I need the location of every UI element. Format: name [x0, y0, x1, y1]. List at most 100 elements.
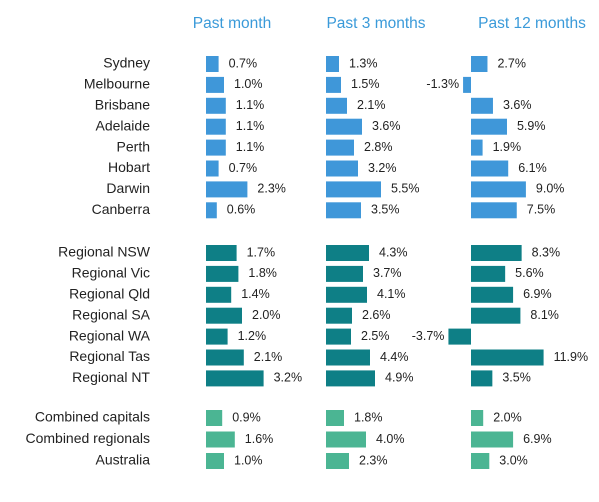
bar-past-3-months — [326, 265, 363, 282]
bar-past-month — [206, 160, 219, 177]
row-regional-qld: Regional Qld 1.4% 4.1% 6.9% — [69, 286, 552, 303]
row-darwin: Darwin 2.3% 5.5% 9.0% — [106, 180, 565, 198]
value-label: 0.7% — [229, 161, 258, 175]
bar-past-month — [206, 431, 235, 448]
value-label: 2.0% — [493, 410, 522, 424]
value-label: 1.8% — [354, 410, 383, 424]
bar-past-3-months — [326, 202, 361, 219]
row-label: Regional Qld — [69, 286, 150, 302]
bar-past-month — [206, 265, 239, 282]
value-label: 1.8% — [248, 266, 277, 280]
row-label: Sydney — [103, 55, 150, 71]
value-label: 4.9% — [385, 371, 414, 385]
value-label: 3.5% — [502, 371, 530, 385]
row-label: Regional Vic — [72, 265, 150, 281]
value-label: 1.1% — [236, 140, 264, 154]
row-sydney: Sydney 0.7% 1.3% 2.7% — [103, 55, 526, 72]
value-label: 6.1% — [518, 161, 547, 175]
value-label: 4.1% — [377, 287, 406, 301]
value-label: 2.8% — [364, 140, 393, 154]
value-label: 2.7% — [497, 56, 525, 70]
value-label: 5.5% — [391, 182, 420, 196]
bar-past-12-months — [448, 328, 471, 345]
bar-past-3-months — [326, 307, 352, 324]
value-label: 3.0% — [499, 453, 528, 467]
row-label: Brisbane — [95, 97, 150, 113]
value-label: 1.2% — [238, 329, 267, 343]
value-label: -1.3% — [426, 77, 459, 91]
row-regional-nsw: Regional NSW 1.7% 4.3% 8.3% — [58, 244, 560, 261]
value-label: 2.0% — [252, 308, 281, 322]
value-label: 3.2% — [274, 371, 303, 385]
row-melbourne: Melbourne 1.0% 1.5% -1.3% — [84, 76, 471, 93]
bar-past-12-months — [471, 349, 544, 366]
value-label: 1.0% — [234, 77, 263, 91]
value-label: 6.9% — [523, 432, 552, 446]
row-label: Darwin — [106, 180, 150, 196]
bar-past-3-months — [326, 139, 354, 156]
bar-past-month — [206, 453, 224, 469]
bar-past-12-months — [471, 453, 490, 469]
bar-past-12-months — [471, 97, 493, 114]
row-brisbane: Brisbane 1.1% 2.1% 3.6% — [95, 97, 531, 114]
bar-past-12-months — [471, 181, 526, 198]
bar-past-3-months — [326, 453, 349, 469]
value-label: 1.1% — [236, 98, 264, 112]
row-label: Combined capitals — [35, 409, 150, 425]
bar-past-12-months — [471, 118, 507, 135]
value-label: 0.9% — [232, 410, 261, 424]
value-label: 2.1% — [254, 350, 282, 364]
bar-past-12-months — [471, 245, 522, 261]
bar-past-3-months — [326, 410, 344, 426]
panel-heading-past-month: Past month — [193, 15, 271, 32]
row-canberra: Canberra 0.6% 3.5% 7.5% — [92, 201, 555, 219]
row-regional-vic: Regional Vic 1.8% 3.7% 5.6% — [72, 265, 544, 282]
bar-past-month — [206, 56, 219, 72]
bar-past-3-months — [326, 431, 366, 448]
value-label: 4.3% — [379, 245, 408, 259]
row-australia: Australia 1.0% 2.3% 3.0% — [96, 452, 528, 469]
row-label: Melbourne — [84, 76, 150, 92]
row-combined-regionals: Combined regionals 1.6% 4.0% 6.9% — [25, 430, 552, 448]
bar-past-month — [206, 245, 237, 261]
value-label: 9.0% — [536, 182, 565, 196]
value-label: 8.1% — [530, 308, 559, 322]
row-label: Regional WA — [69, 327, 151, 343]
bar-past-3-months — [326, 328, 351, 345]
value-label: 11.9% — [554, 350, 589, 364]
value-label: 1.5% — [351, 77, 380, 91]
value-label: 1.3% — [349, 56, 378, 70]
bar-past-month — [206, 181, 248, 198]
bar-past-3-months — [326, 76, 341, 93]
value-label: 3.2% — [368, 161, 397, 175]
value-label: 0.7% — [229, 56, 258, 70]
bar-past-3-months — [326, 245, 369, 261]
row-regional-wa: Regional WA 1.2% 2.5% -3.7% — [69, 327, 471, 345]
row-label: Regional NSW — [58, 244, 151, 260]
value-label: 1.9% — [493, 140, 521, 154]
bar-past-month — [206, 97, 226, 114]
value-label: 2.3% — [359, 453, 388, 467]
row-regional-sa: Regional SA 2.0% 2.6% 8.1% — [72, 306, 559, 324]
bar-past-12-months — [471, 202, 517, 219]
row-regional-tas: Regional Tas 2.1% 4.4% 11.9% — [69, 348, 589, 366]
panel-heading-past-12-months: Past 12 months — [478, 15, 586, 32]
bar-past-month — [206, 76, 224, 93]
row-perth: Perth 1.1% 2.8% 1.9% — [117, 138, 521, 156]
bar-past-3-months — [326, 118, 362, 135]
bar-past-12-months — [471, 160, 509, 177]
value-label: 2.6% — [362, 308, 391, 322]
value-label: 3.6% — [372, 119, 401, 133]
value-label: 1.1% — [236, 119, 264, 133]
row-label: Perth — [117, 138, 150, 154]
bar-past-12-months — [471, 370, 493, 387]
value-label: 2.1% — [357, 98, 386, 112]
bar-past-12-months — [471, 307, 521, 324]
bar-past-12-months — [471, 410, 484, 426]
row-regional-nt: Regional NT 3.2% 4.9% 3.5% — [72, 369, 531, 387]
value-label: 3.6% — [503, 98, 531, 112]
bar-past-month — [206, 349, 244, 366]
row-label: Combined regionals — [25, 430, 150, 446]
bar-past-month — [206, 328, 228, 345]
